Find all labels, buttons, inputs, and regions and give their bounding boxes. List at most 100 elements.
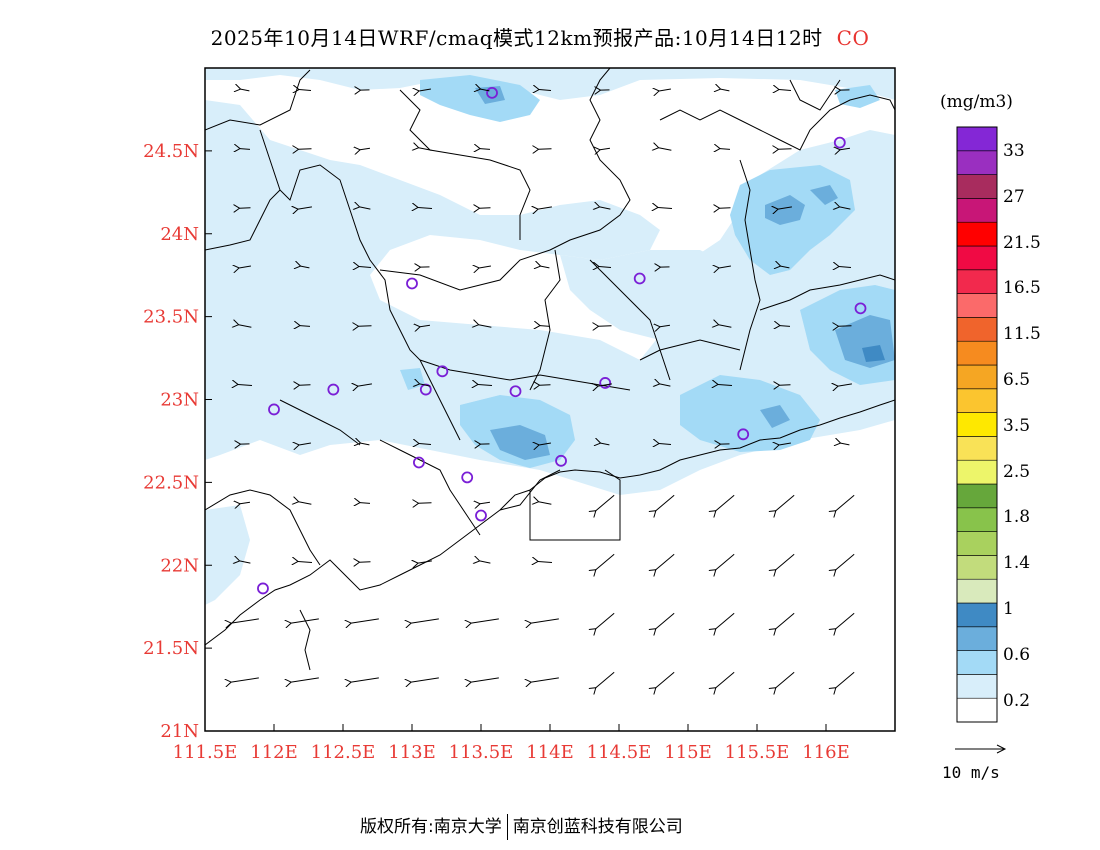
wind-arrow [718, 384, 733, 385]
wind-arrow [298, 207, 312, 209]
colorbar-swatch [956, 555, 998, 580]
wind-arrow [299, 149, 312, 150]
wind-arrow [720, 149, 731, 150]
wind-arrow [240, 149, 251, 150]
wind-arrow [779, 443, 792, 445]
wind-arrow [596, 671, 615, 687]
lat-tick-label: 21N [160, 721, 199, 742]
wind-arrow [660, 325, 671, 327]
station-markers [257, 86, 867, 595]
colorbar-swatch [956, 126, 998, 152]
lon-tick-label: 114E [526, 742, 574, 763]
colorbar-label: 16.5 [1003, 278, 1041, 299]
wind-arrow [240, 561, 251, 563]
colorbar-label: 1 [1003, 599, 1014, 619]
colorbar-swatch [956, 436, 998, 461]
wind-arrow [836, 553, 855, 569]
wind-arrow [360, 503, 371, 504]
wind-arrow [418, 561, 432, 563]
wind-arrow [601, 443, 610, 445]
lon-tick-label: 113E [388, 742, 436, 763]
colorbar-swatch [956, 483, 998, 509]
footer-separator [506, 814, 508, 840]
colorbar-swatch [956, 340, 998, 366]
map-title-main: 2025年10月14日WRF/cmaq模式12km预报产品:10月14日12时 [210, 26, 823, 50]
wind-arrow [538, 207, 552, 209]
colorbar-swatch [956, 674, 998, 699]
station-marker [599, 377, 612, 389]
station-marker [268, 403, 280, 416]
wind-arrow [419, 503, 432, 504]
colorbar-label: 21.5 [1003, 232, 1041, 253]
colorbar-swatch [956, 697, 998, 723]
station-marker [737, 428, 750, 441]
wind-arrow [291, 677, 319, 682]
wind-arrow [600, 207, 611, 209]
wind-arrow [656, 494, 675, 510]
wind-arrow [659, 89, 672, 91]
wind-arrow [301, 266, 310, 268]
colorbar-swatch [956, 650, 998, 675]
wind-arrow [239, 266, 252, 268]
lon-tick-label: 114.5E [587, 742, 652, 763]
station-marker [555, 454, 567, 467]
wind-arrow [779, 90, 792, 91]
wind-arrow [598, 384, 612, 386]
wind-arrow [299, 90, 312, 91]
colorbar-label: 27 [1003, 186, 1025, 207]
wind-arrow [359, 326, 372, 327]
station-marker [327, 383, 340, 396]
wind-arrow [300, 326, 311, 327]
station-marker [854, 302, 867, 315]
wind-arrow [839, 267, 852, 268]
wind-arrow [541, 266, 550, 268]
wind-arrow [596, 612, 615, 628]
colorbar-swatch [956, 317, 998, 342]
wind-arrow [656, 553, 675, 569]
wind-arrow [420, 325, 431, 327]
wind-arrow [419, 444, 432, 445]
wind-arrow [836, 612, 855, 628]
wind-arrow [419, 89, 432, 91]
wind-arrow [599, 326, 612, 327]
wind-arrow [298, 561, 313, 562]
wind-arrow [716, 612, 735, 628]
wind-arrow [596, 553, 615, 569]
wind-arrow [411, 677, 439, 682]
wind-arrow [836, 494, 855, 510]
wind-arrow [656, 671, 675, 687]
station-marker [419, 383, 432, 396]
wind-arrow [656, 612, 675, 628]
wind-arrow [480, 502, 491, 504]
wind-arrow [359, 267, 372, 268]
colorbar-swatch [956, 602, 998, 628]
wind-arrow [596, 494, 615, 510]
wind-arrow [418, 207, 433, 208]
map-title-variable: CO [836, 26, 870, 50]
lon-tick-label: 116E [802, 742, 850, 763]
wind-arrow [231, 677, 259, 682]
wind-arrow [360, 207, 371, 209]
wind-arrow [479, 325, 492, 328]
colorbar-label: 1.4 [1003, 553, 1031, 574]
wind-arrow [779, 149, 792, 150]
footer-right: 南京创蓝科技有限公司 [512, 817, 683, 837]
station-marker [475, 509, 487, 522]
wind-arrow [659, 444, 672, 445]
copyright-footer: 版权所有:南京大学 南京创蓝科技有限公司 [360, 812, 683, 840]
wind-scale-label: 10 m/s [942, 763, 1000, 782]
wind-arrow [539, 502, 552, 505]
colorbar-swatch [956, 150, 998, 175]
wind-arrow [471, 677, 499, 682]
lon-tick-label: 113.5E [449, 742, 514, 763]
wind-scale-arrow [955, 744, 1007, 754]
colorbar-swatch [956, 221, 998, 247]
station-marker [406, 277, 418, 290]
wind-arrow [299, 443, 312, 445]
lat-tick-label: 23N [160, 390, 199, 411]
station-marker [486, 86, 498, 99]
wind-arrow [411, 618, 439, 623]
wind-arrow [721, 89, 730, 91]
wind-arrow [358, 384, 372, 386]
